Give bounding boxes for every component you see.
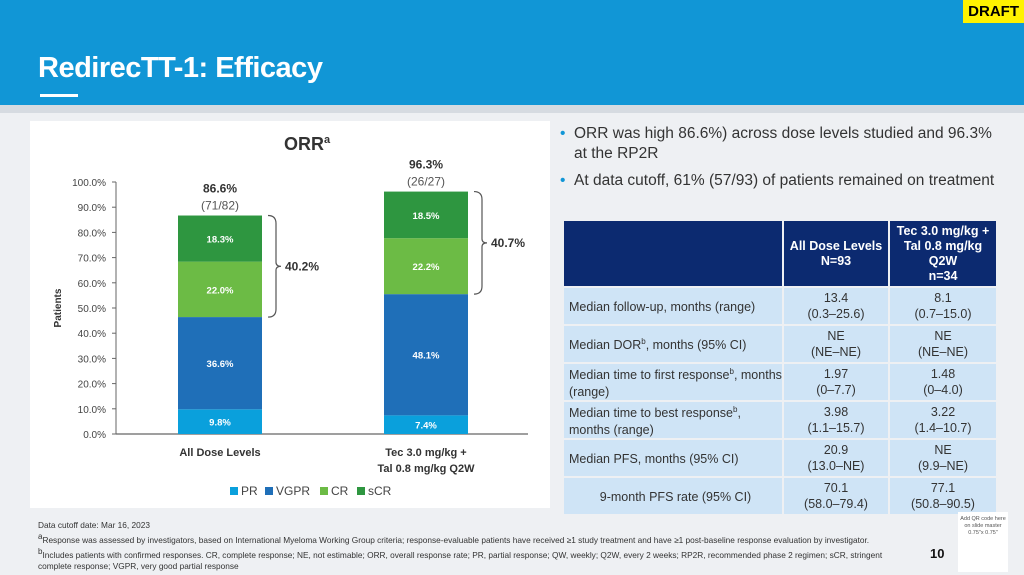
bullet-text: At data cutoff, 61% (57/93) of patients … [574, 172, 995, 189]
bracket-label: 40.7% [491, 236, 525, 250]
table-row: Median time to best responseb, months (r… [564, 402, 996, 438]
row-label: Median PFS, months (95% CI) [564, 440, 782, 476]
bar-segment-vgpr [384, 294, 468, 416]
table-row: Median time to first responseb, months (… [564, 364, 996, 400]
legend-label: sCR [368, 484, 392, 498]
header-band [0, 0, 1024, 105]
y-tick-label: 0.0% [83, 430, 106, 441]
cell-all-dose: 70.1 (58.0–79.4) [784, 478, 888, 514]
bar-segment-cr [384, 238, 468, 295]
y-axis-label: Patients [53, 288, 64, 327]
table-header-rp2r: Tec 3.0 mg/kg + Tal 0.8 mg/kg Q2W n=34 [890, 221, 996, 286]
total-n-label: (26/27) [407, 175, 445, 189]
bullet-text: ORR was high 86.6%) across dose levels s… [574, 125, 992, 162]
header-divider [0, 105, 1024, 113]
y-tick-label: 60.0% [78, 279, 106, 290]
title-underline [40, 94, 78, 97]
cell-all-dose: 1.97 (0–7.7) [784, 364, 888, 400]
total-n-label: (71/82) [201, 199, 239, 213]
segment-label: 22.0% [207, 285, 234, 296]
total-label: 86.6% [203, 182, 237, 196]
bar-segment-pr [178, 409, 262, 434]
draft-badge: DRAFT [963, 0, 1024, 23]
segment-label: 48.1% [413, 351, 440, 362]
bar-segment-vgpr [178, 317, 262, 410]
segment-label: 36.6% [207, 359, 234, 370]
y-tick-label: 80.0% [78, 228, 106, 239]
legend-label: VGPR [276, 484, 310, 498]
y-tick-label: 20.0% [78, 380, 106, 391]
segment-label: 18.5% [413, 211, 440, 222]
bracket-label: 40.2% [285, 259, 319, 273]
y-tick-label: 10.0% [78, 405, 106, 416]
total-label: 96.3% [409, 158, 443, 172]
y-tick-label: 90.0% [78, 203, 106, 214]
bullet-list: • ORR was high 86.6%) across dose levels … [560, 124, 1005, 198]
table-row: 9-month PFS rate (95% CI) 70.1 (58.0–79.4… [564, 478, 996, 514]
bullet-1: • ORR was high 86.6%) across dose levels … [560, 124, 1005, 164]
cutoff-note: Data cutoff date: Mar 16, 2023 [38, 520, 150, 530]
table-header-all-dose: All Dose Levels N=93 [784, 221, 888, 286]
bullet-2: • At data cutoff, 61% (57/93) of patients… [560, 171, 1005, 191]
table-row: Median DORb, months (95% CI) NE (NE–NE) N… [564, 326, 996, 362]
x-category-label: Tec 3.0 mg/kg + [385, 447, 466, 459]
x-category-label: Tal 0.8 mg/kg Q2W [378, 463, 476, 475]
page-number: 10 [930, 546, 945, 561]
cell-all-dose: 20.9 (13.0–NE) [784, 440, 888, 476]
bullet-dot-icon: • [560, 172, 566, 189]
legend-swatch-scr [357, 487, 365, 495]
chart-title: ORRa [284, 134, 331, 154]
segment-label: 9.8% [209, 418, 231, 429]
cell-rp2r: 77.1 (50.8–90.5) [890, 478, 996, 514]
row-label: Median time to first responseb, months (… [564, 364, 782, 400]
bar-segment-pr [384, 415, 468, 434]
legend-swatch-vgpr [265, 487, 273, 495]
table-row: Median follow-up, months (range) 13.4 (0.… [564, 288, 996, 324]
footnotes: Data cutoff date: Mar 16, 2023 aResponse… [38, 520, 898, 572]
brace-icon [473, 190, 488, 295]
y-tick-label: 30.0% [78, 354, 106, 365]
x-category-label: All Dose Levels [179, 447, 260, 459]
cell-rp2r: 8.1 (0.7–15.0) [890, 288, 996, 324]
legend-label: PR [241, 484, 258, 498]
cell-rp2r: NE (9.9–NE) [890, 440, 996, 476]
row-label: Median DORb, months (95% CI) [564, 326, 782, 362]
table-header-empty [564, 221, 782, 286]
cell-all-dose: NE (NE–NE) [784, 326, 888, 362]
legend-label: CR [331, 484, 349, 498]
segment-label: 7.4% [415, 421, 437, 432]
qr-placeholder: Add QR code here on slide master 0.75"x … [958, 512, 1008, 572]
cell-rp2r: 3.22 (1.4–10.7) [890, 402, 996, 438]
y-tick-label: 40.0% [78, 329, 106, 340]
row-label: Median time to best responseb, months (r… [564, 402, 782, 438]
bar-segment-scr [178, 215, 262, 262]
brace-icon [267, 214, 282, 318]
bar-segment-scr [384, 191, 468, 239]
legend-swatch-pr [230, 487, 238, 495]
segment-label: 18.3% [207, 235, 234, 246]
legend-swatch-cr [320, 487, 328, 495]
cell-rp2r: NE (NE–NE) [890, 326, 996, 362]
segment-label: 22.2% [413, 262, 440, 273]
y-tick-label: 100.0% [72, 178, 106, 189]
bullet-dot-icon: • [560, 125, 566, 142]
cell-all-dose: 3.98 (1.1–15.7) [784, 402, 888, 438]
slide-title: RedirecTT-1: Efficacy [38, 52, 323, 84]
cell-all-dose: 13.4 (0.3–25.6) [784, 288, 888, 324]
bar-segment-cr [178, 261, 262, 318]
cell-rp2r: 1.48 (0–4.0) [890, 364, 996, 400]
row-label: 9-month PFS rate (95% CI) [564, 478, 782, 514]
abbrev-note: aResponse was assessed by investigators,… [38, 532, 883, 571]
y-tick-label: 70.0% [78, 254, 106, 265]
efficacy-table: All Dose Levels N=93 Tec 3.0 mg/kg + Tal 0… [562, 219, 998, 516]
table-row: Median PFS, months (95% CI) 20.9 (13.0–NE… [564, 440, 996, 476]
row-label: Median follow-up, months (range) [564, 288, 782, 324]
y-tick-label: 50.0% [78, 304, 106, 315]
